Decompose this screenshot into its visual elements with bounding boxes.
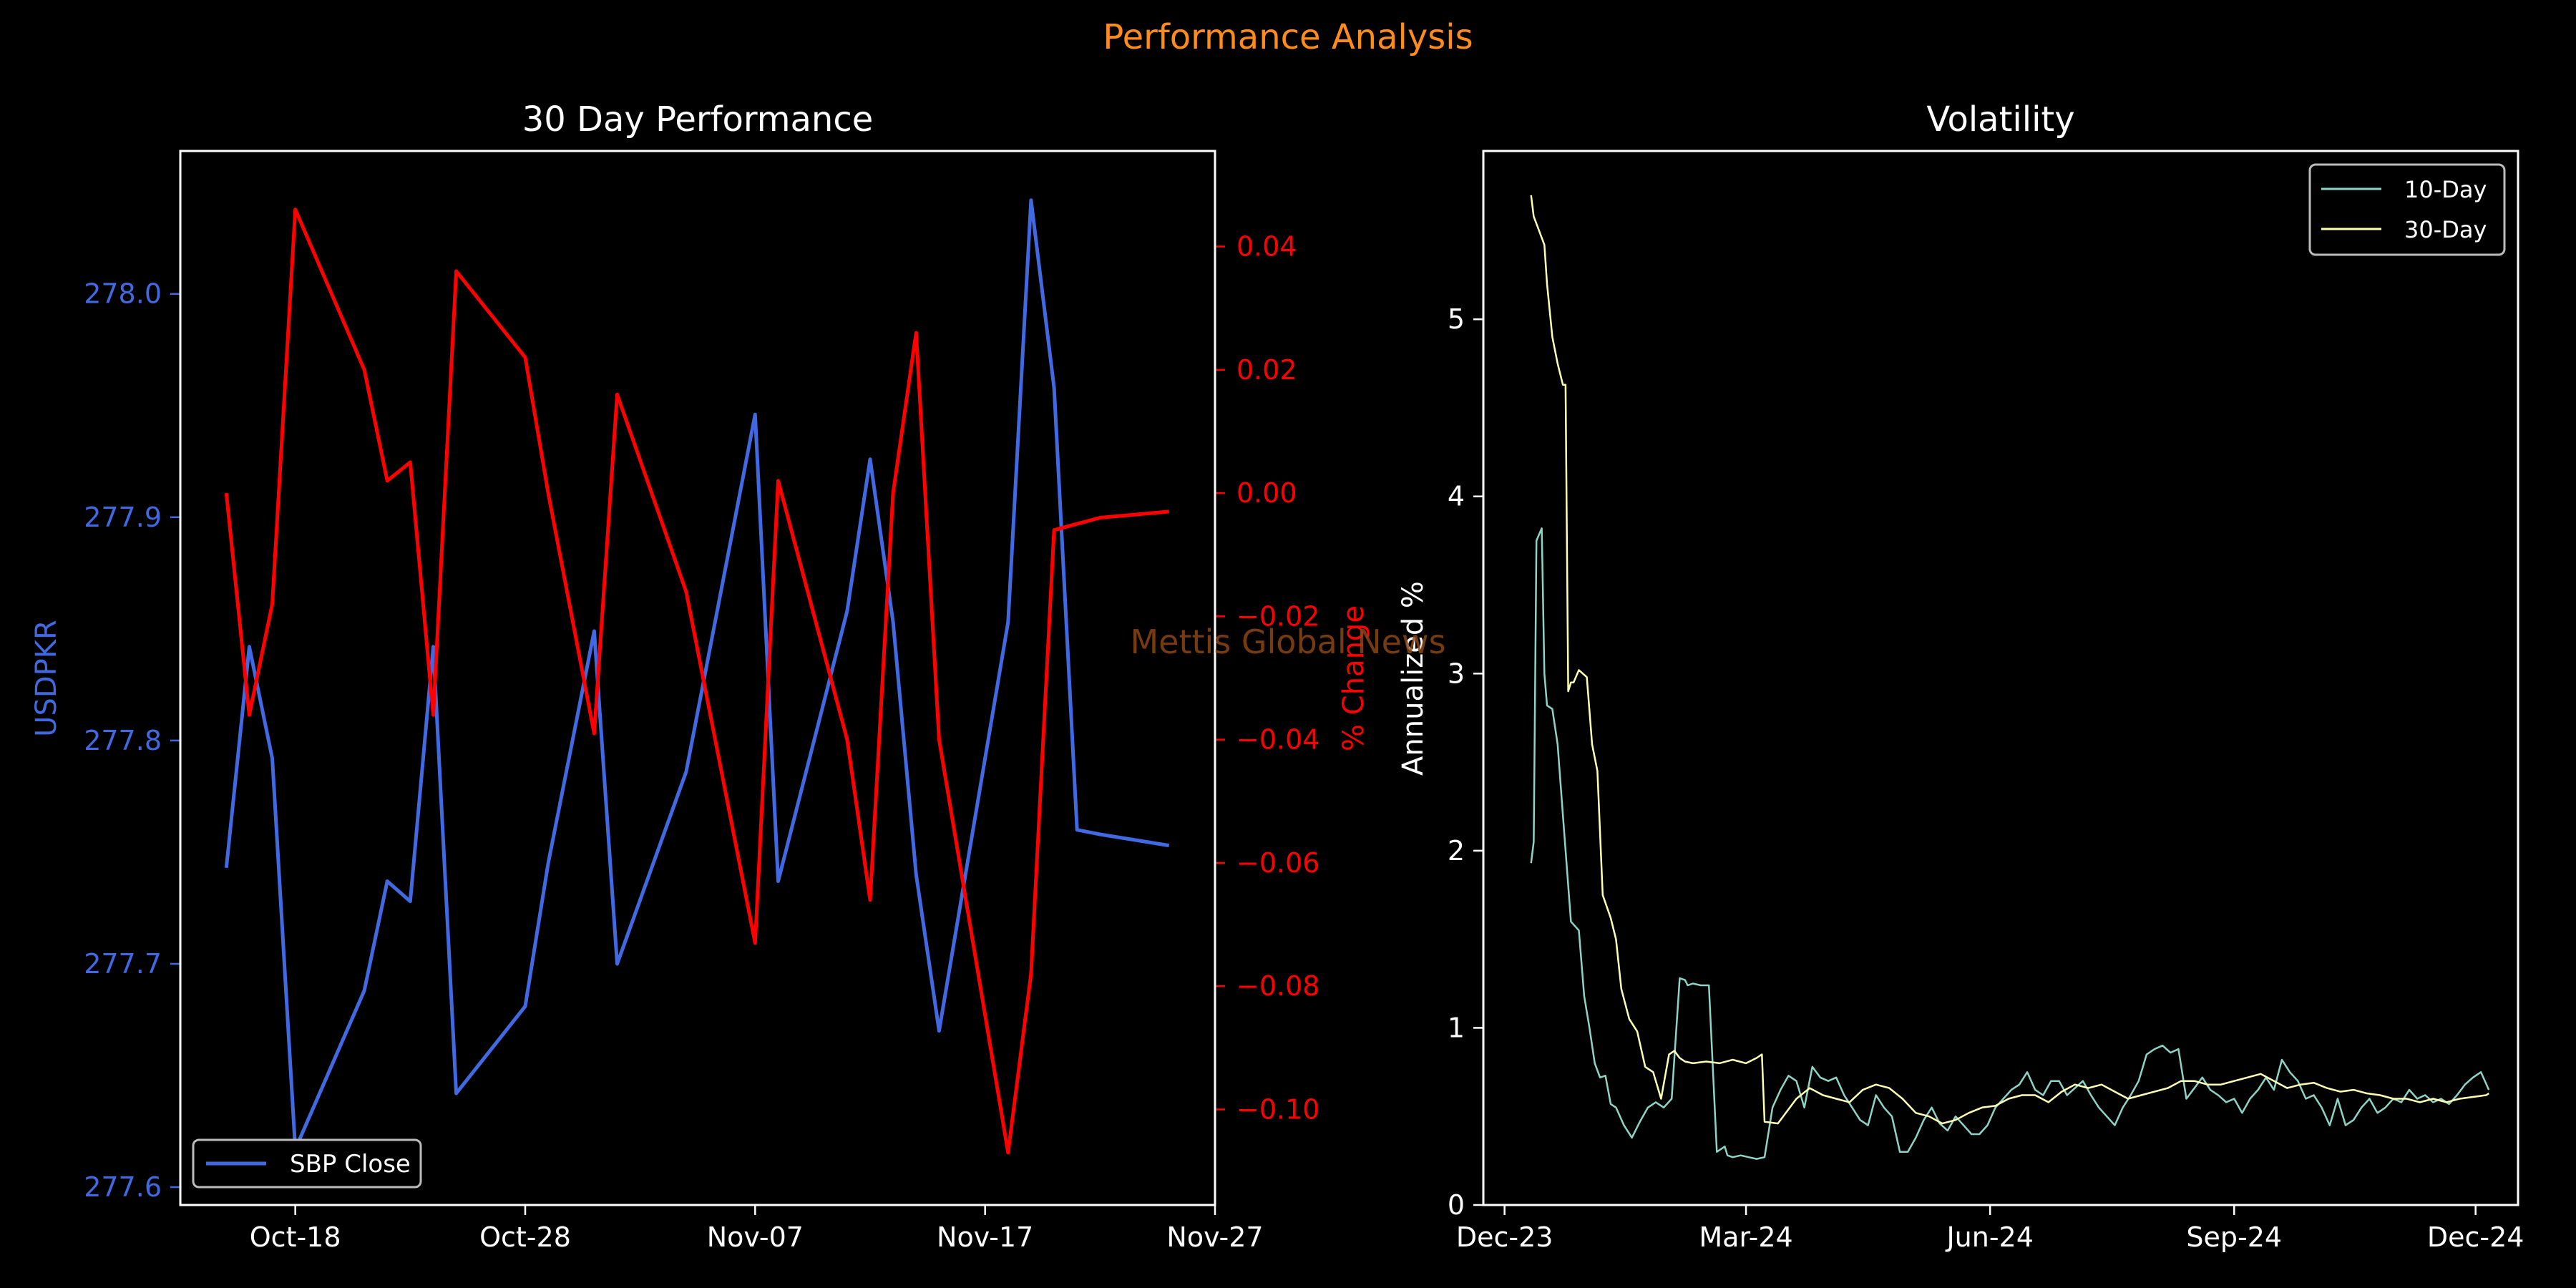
volatility-series-layer [1530,195,2490,1160]
pct-y-tick-label-0-02: 0.02 [1236,354,1297,386]
performance-chart-frame [179,150,1216,1206]
legend-label-30-day: 30-Day [2404,216,2487,243]
price-y-tick-label-277-7: 277.7 [84,948,162,980]
vol-y-tick-label-5: 5 [1448,303,1465,335]
volatility-axis-label: Annualized % [1397,581,1430,776]
price-axis-label: USDPKR [30,620,63,737]
performance-legend: SBP Close [192,1138,422,1189]
legend-label-sbp-close: SBP Close [290,1150,411,1179]
price-series-layer [224,198,1170,1151]
vol-x-tick-label-dec-24: Dec-24 [2427,1221,2524,1253]
pct-y-tick-label-0-02: −0.02 [1236,600,1319,632]
vol-y-tick-label-3: 3 [1448,658,1465,689]
series-line-pct-change [224,208,1169,1155]
vol-x-tick-label-sep-24: Sep-24 [2186,1221,2282,1253]
volatility-legend: 10-Day 30-Day [2308,163,2506,256]
series-line-30-day [1530,195,2489,1125]
vol-y-tick-label-0: 0 [1448,1189,1465,1221]
series-line-sbp-close [224,198,1170,1151]
performance-legend-box [192,1138,422,1189]
performance-chart-axes-layer: Oct-18 Oct-28 Nov-07 Nov-17 Nov-27 277.6 277.7… [84,231,1319,1253]
price-y-tick-label-277-8: 277.8 [84,725,162,756]
pct-y-tick-label-0-04: 0.04 [1236,231,1297,263]
price-y-tick-label-278-0: 278.0 [84,278,162,310]
performance-chart-title: 30 Day Performance [522,99,874,140]
figure-suptitle: Performance Analysis [1103,17,1473,57]
perf-x-tick-label-nov-27: Nov-27 [1166,1221,1263,1253]
series-line-10-day [1530,527,2490,1160]
perf-x-tick-label-oct-28: Oct-28 [479,1221,571,1253]
vol-y-tick-label-2: 2 [1448,835,1465,867]
perf-x-tick-label-oct-18: Oct-18 [250,1221,341,1253]
vol-x-tick-label-mar-24: Mar-24 [1699,1221,1792,1253]
vol-y-tick-label-1: 1 [1448,1012,1465,1043]
pct-axis-label: % Change [1337,605,1370,751]
volatility-chart-frame [1482,150,2519,1206]
pct-y-tick-label-0-08: −0.08 [1236,970,1319,1002]
vol-x-tick-label-dec-23: Dec-23 [1456,1221,1553,1253]
performance-chart-panel: 30 Day Performance Oct-18 Oct-28 Nov-07 Nov… [30,99,1370,1253]
pct-y-tick-label-0-06: −0.06 [1236,847,1319,879]
vol-y-tick-label-4: 4 [1448,481,1465,512]
pct-y-tick-label-0-04: −0.04 [1236,724,1319,756]
price-y-tick-label-277-6: 277.6 [84,1171,162,1203]
pct-y-tick-label-0-10: −0.10 [1236,1093,1319,1125]
pct-change-series-layer [224,208,1169,1155]
legend-label-10-day: 10-Day [2404,176,2487,203]
price-y-tick-label-277-9: 277.9 [84,502,162,533]
volatility-chart-title: Volatility [1926,99,2074,140]
vol-x-tick-label-jun-24: Jun-24 [1945,1221,2033,1253]
volatility-chart-axes-layer: Dec-23 Mar-24 Jun-24 Sep-24 Dec-24 0 1 2 3 4 5 [1448,303,2524,1253]
volatility-chart-panel: Volatility Dec-23 Mar-24 Jun-24 Sep-24 Dec-2… [1397,99,2524,1253]
pct-y-tick-label-0-00: 0.00 [1236,477,1297,509]
watermark: Mettis Global News [1130,623,1445,661]
volatility-legend-box [2308,163,2506,256]
perf-x-tick-label-nov-17: Nov-17 [937,1221,1033,1253]
perf-x-tick-label-nov-07: Nov-07 [707,1221,804,1253]
